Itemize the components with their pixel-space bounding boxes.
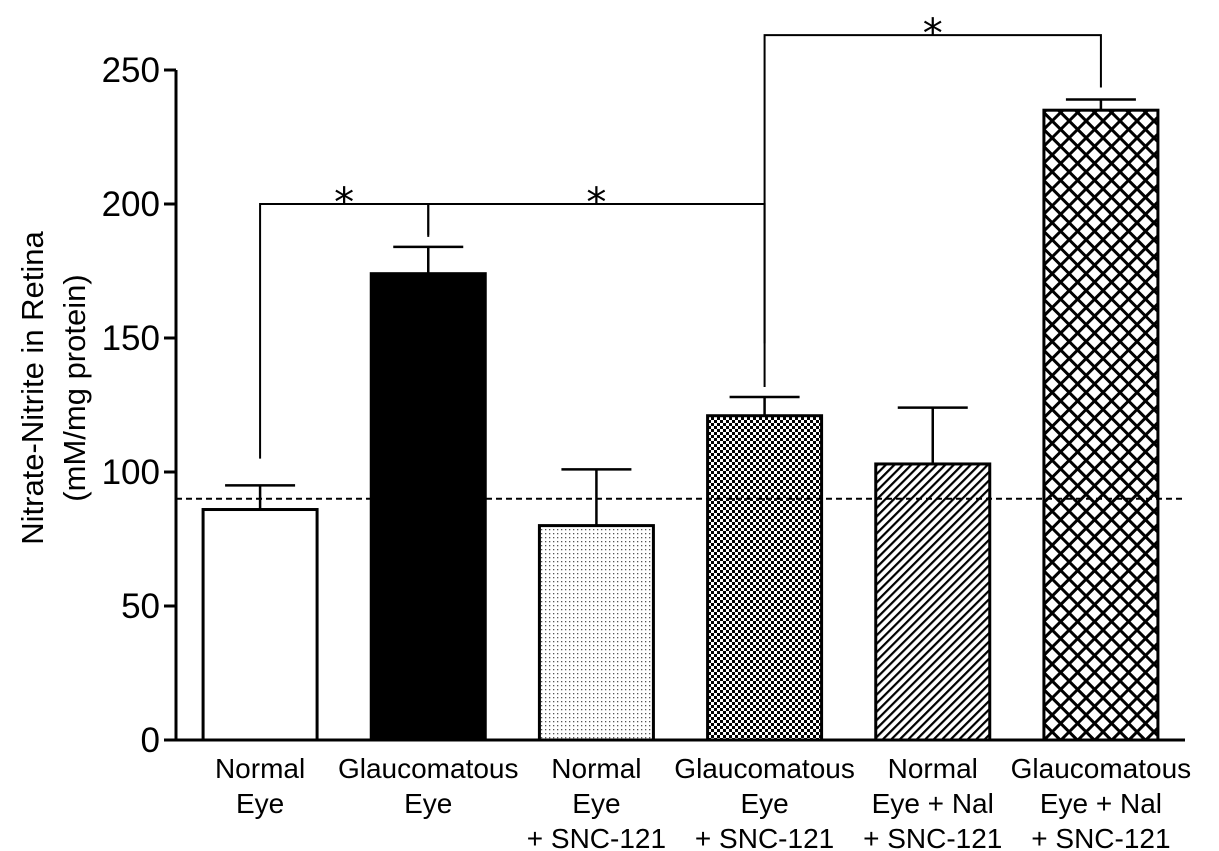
significance-star-1: * xyxy=(334,180,354,226)
y-axis-label: Nitrate-Nitrite in Retina (mM/mg protein… xyxy=(15,230,92,544)
significance-layer: * * * xyxy=(259,11,1102,459)
category-label-1-line-1: Normal xyxy=(215,753,305,784)
y-axis-label-line-1: Nitrate-Nitrite in Retina xyxy=(15,230,50,544)
category-label-6-line-1: Glaucomatous xyxy=(1011,753,1192,784)
significance-star-2: * xyxy=(586,180,606,226)
x-labels-layer: Normal Eye Glaucomatous Eye Normal Eye + SNC-1… xyxy=(215,753,1191,851)
bar-6 xyxy=(1042,108,1160,742)
bar-3 xyxy=(537,524,655,742)
bar-5 xyxy=(874,462,992,742)
y-tick-label-50: 50 xyxy=(121,587,160,626)
category-label-5-line-1: Normal xyxy=(888,753,978,784)
bar-4 xyxy=(706,414,824,742)
category-label-1-line-2: Eye xyxy=(236,788,284,819)
y-tick-label-0: 0 xyxy=(141,721,160,760)
category-label-3-line-3: + SNC-121 xyxy=(527,823,666,851)
category-label-6-line-2: Eye + Nal xyxy=(1040,788,1162,819)
category-label-3-line-2: Eye xyxy=(572,788,620,819)
bars-layer xyxy=(201,98,1160,742)
y-axis-label-line-2: (mM/mg protein) xyxy=(57,274,92,501)
y-tick-label-100: 100 xyxy=(102,453,160,492)
bar-2 xyxy=(369,272,487,742)
y-tick-label-200: 200 xyxy=(102,185,160,224)
significance-bracket-3 xyxy=(763,34,1102,387)
significance-star-3: * xyxy=(923,11,943,57)
y-tick-label-150: 150 xyxy=(102,319,160,358)
category-label-5-line-3: + SNC-121 xyxy=(863,823,1002,851)
category-label-4-line-1: Glaucomatous xyxy=(674,753,855,784)
category-label-4-line-2: Eye xyxy=(740,788,788,819)
category-label-2-line-2: Eye xyxy=(404,788,452,819)
y-tick-label-250: 250 xyxy=(102,51,160,90)
category-label-4-line-3: + SNC-121 xyxy=(695,823,834,851)
axes-layer xyxy=(174,70,1185,742)
category-label-5-line-2: Eye + Nal xyxy=(872,788,994,819)
y-ticks-layer: 0 50 100 150 200 250 xyxy=(102,51,176,760)
category-label-2-line-1: Glaucomatous xyxy=(338,753,519,784)
bar-1 xyxy=(201,508,319,742)
category-label-3-line-1: Normal xyxy=(551,753,641,784)
category-label-6-line-3: + SNC-121 xyxy=(1031,823,1170,851)
